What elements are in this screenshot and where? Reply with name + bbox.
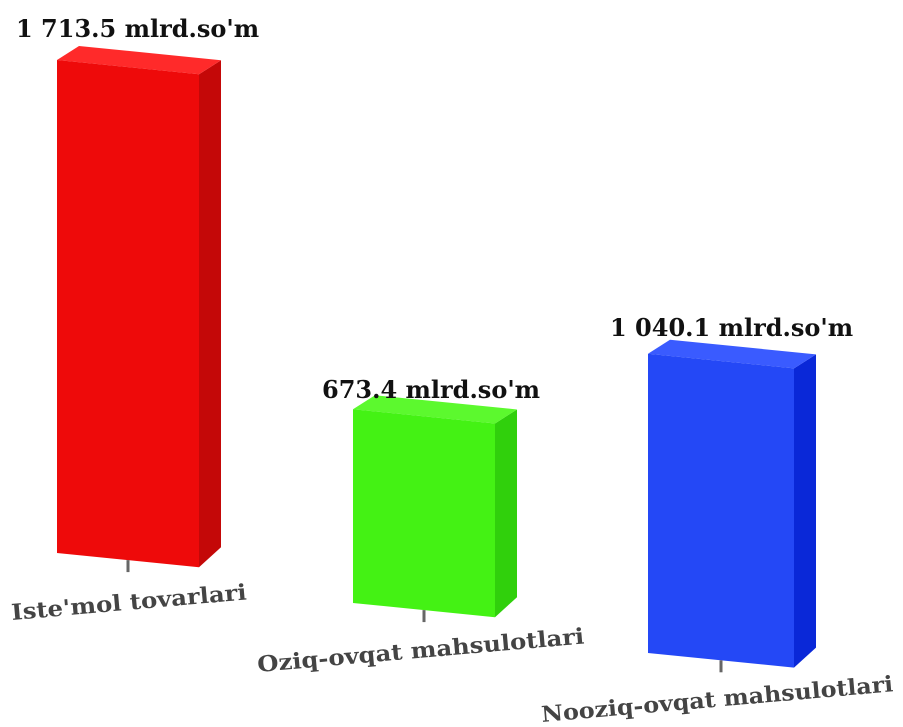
value-label-oziq-ovqat: 673.4 mlrd.so'm (322, 375, 540, 404)
bar-top-nooziq-ovqat (648, 339, 816, 369)
value-labels: 1 713.5 mlrd.so'm 673.4 mlrd.so'm 1 040.… (16, 14, 853, 404)
category-label-nooziq-ovqat: Nooziq-ovqat mahsulotlari (540, 671, 894, 727)
bar-oziq-ovqat (353, 409, 495, 618)
bar-istemol (57, 60, 199, 568)
bar-side-nooziq-ovqat (794, 354, 816, 668)
category-label-oziq-ovqat: Oziq-ovqat mahsulotlari (256, 623, 585, 677)
bars-group (57, 46, 816, 668)
bar-nooziq-ovqat (648, 353, 794, 668)
value-label-nooziq-ovqat: 1 040.1 mlrd.so'm (610, 313, 853, 342)
bar-side-oziq-ovqat (495, 409, 517, 618)
category-ticks (126, 560, 723, 673)
bar-top-istemol (57, 46, 221, 75)
bar-top-oziq-ovqat (353, 395, 517, 424)
category-label-istemol: Iste'mol tovarlari (10, 580, 247, 626)
value-label-istemol: 1 713.5 mlrd.so'm (16, 14, 259, 43)
bar-side-istemol (199, 60, 221, 568)
